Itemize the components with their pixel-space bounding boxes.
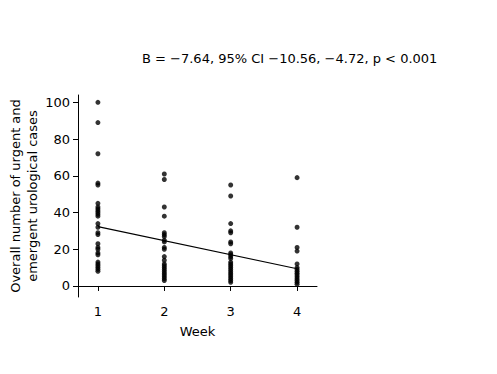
svg-text:100: 100 <box>45 95 70 110</box>
svg-text:Overall number of urgent and: Overall number of urgent and <box>8 99 23 293</box>
svg-text:80: 80 <box>53 132 70 147</box>
svg-text:B = −7.64, 95% CI −10.56, −4.7: B = −7.64, 95% CI −10.56, −4.72, p < 0.0… <box>142 51 437 66</box>
svg-text:emergent urological cases: emergent urological cases <box>25 110 40 282</box>
svg-text:40: 40 <box>53 205 70 220</box>
svg-text:2: 2 <box>160 304 168 319</box>
svg-text:Week: Week <box>180 324 216 339</box>
svg-text:60: 60 <box>53 168 70 183</box>
svg-text:20: 20 <box>53 242 70 257</box>
svg-text:3: 3 <box>227 304 235 319</box>
svg-text:1: 1 <box>94 304 102 319</box>
svg-text:4: 4 <box>293 304 301 319</box>
svg-text:0: 0 <box>62 278 70 293</box>
